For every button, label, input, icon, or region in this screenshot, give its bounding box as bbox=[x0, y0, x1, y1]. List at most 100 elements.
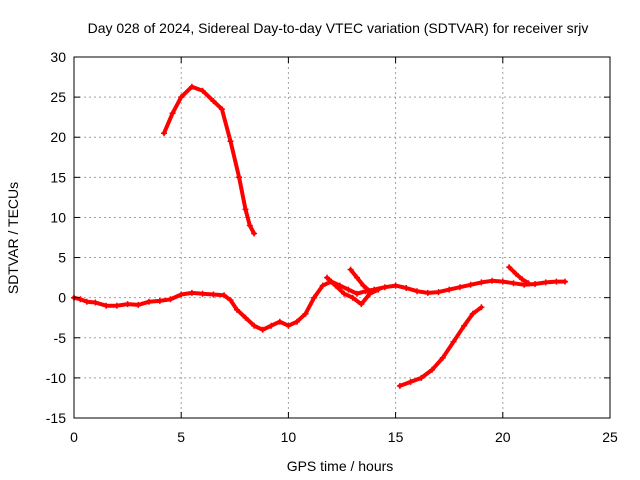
data-point bbox=[360, 282, 367, 289]
x-tick-label: 25 bbox=[602, 429, 618, 445]
data-point bbox=[259, 326, 266, 333]
data-point bbox=[499, 278, 506, 285]
data-point bbox=[242, 314, 249, 321]
data-point bbox=[375, 286, 382, 293]
y-tick-label: 25 bbox=[50, 89, 66, 105]
y-tick-label: -5 bbox=[54, 330, 67, 346]
data-point bbox=[358, 301, 365, 308]
data-point bbox=[542, 279, 549, 286]
data-point bbox=[467, 281, 474, 288]
data-point bbox=[169, 110, 176, 117]
x-tick-label: 20 bbox=[495, 429, 511, 445]
x-tick-label: 5 bbox=[177, 429, 185, 445]
series-line bbox=[72, 278, 567, 332]
data-point bbox=[469, 310, 476, 317]
data-point bbox=[161, 130, 167, 137]
data-point bbox=[562, 278, 568, 285]
data-point bbox=[188, 83, 195, 90]
data-point bbox=[532, 281, 538, 287]
data-point bbox=[311, 294, 318, 301]
y-tick-label: 5 bbox=[58, 250, 66, 266]
data-point bbox=[156, 297, 163, 304]
data-point bbox=[227, 138, 234, 145]
data-point bbox=[113, 302, 120, 309]
y-tick-label: 20 bbox=[50, 129, 66, 145]
x-tick-label: 0 bbox=[70, 429, 78, 445]
data-point bbox=[435, 289, 442, 296]
data-point bbox=[354, 290, 360, 297]
data-point bbox=[414, 288, 420, 295]
data-point bbox=[418, 374, 425, 381]
data-point bbox=[429, 366, 435, 373]
x-tick-label: 10 bbox=[281, 429, 297, 445]
data-point bbox=[285, 322, 292, 329]
data-point bbox=[347, 266, 354, 273]
series-line bbox=[397, 305, 484, 388]
data-point bbox=[124, 301, 131, 308]
data-point bbox=[354, 274, 360, 281]
data-point bbox=[92, 299, 99, 306]
data-point bbox=[199, 87, 206, 94]
series-line bbox=[162, 84, 257, 236]
data-point bbox=[407, 378, 414, 385]
data-point bbox=[446, 286, 453, 293]
data-layer bbox=[71, 83, 568, 389]
data-point bbox=[332, 282, 339, 289]
data-point bbox=[381, 284, 388, 291]
data-point bbox=[366, 288, 373, 295]
data-point bbox=[456, 284, 463, 291]
series-branch-20h bbox=[506, 264, 532, 287]
data-point bbox=[450, 338, 457, 345]
data-point bbox=[242, 206, 249, 213]
data-point bbox=[83, 298, 90, 305]
data-point bbox=[146, 298, 152, 305]
data-point bbox=[392, 282, 399, 289]
data-point bbox=[178, 94, 185, 101]
data-point bbox=[276, 318, 283, 325]
y-tick-label: 30 bbox=[50, 49, 66, 65]
data-point bbox=[77, 296, 84, 303]
data-point bbox=[302, 310, 309, 317]
data-point bbox=[268, 322, 275, 329]
y-tick-label: 0 bbox=[58, 290, 66, 306]
data-point bbox=[439, 354, 446, 361]
data-point bbox=[324, 274, 330, 281]
data-point bbox=[251, 322, 258, 329]
data-point bbox=[478, 279, 485, 286]
data-point bbox=[512, 270, 519, 277]
data-point bbox=[478, 304, 485, 311]
axis-ticks: 0 5 10 15 20 25 -15 -10 -5 0 5 10 15 20 25 30 bbox=[46, 49, 618, 445]
data-point bbox=[403, 285, 410, 291]
data-point bbox=[135, 301, 142, 308]
data-point bbox=[294, 318, 300, 325]
data-point bbox=[188, 289, 195, 296]
data-point bbox=[341, 290, 348, 297]
series-arc-morning bbox=[161, 83, 258, 237]
data-point bbox=[461, 322, 468, 329]
data-point bbox=[319, 282, 326, 289]
data-point bbox=[553, 278, 560, 285]
data-point bbox=[424, 289, 431, 296]
grid bbox=[74, 57, 610, 418]
y-tick-label: 15 bbox=[50, 169, 66, 185]
data-point bbox=[210, 98, 217, 105]
x-axis-label: GPS time / hours bbox=[287, 458, 394, 474]
data-point bbox=[167, 296, 174, 303]
data-point bbox=[510, 280, 517, 287]
data-point bbox=[178, 291, 185, 298]
data-point bbox=[210, 291, 217, 298]
data-point bbox=[227, 297, 234, 304]
series-line bbox=[348, 267, 372, 294]
series-branch-12h bbox=[347, 266, 373, 295]
data-point bbox=[236, 174, 243, 181]
x-tick-label: 15 bbox=[388, 429, 404, 445]
series-line bbox=[507, 265, 531, 286]
data-point bbox=[525, 280, 532, 287]
data-point bbox=[233, 306, 240, 313]
plot-border bbox=[73, 56, 611, 419]
data-point bbox=[489, 277, 496, 284]
y-tick-label: -15 bbox=[46, 410, 66, 426]
data-point bbox=[246, 222, 253, 229]
data-point bbox=[519, 276, 526, 283]
